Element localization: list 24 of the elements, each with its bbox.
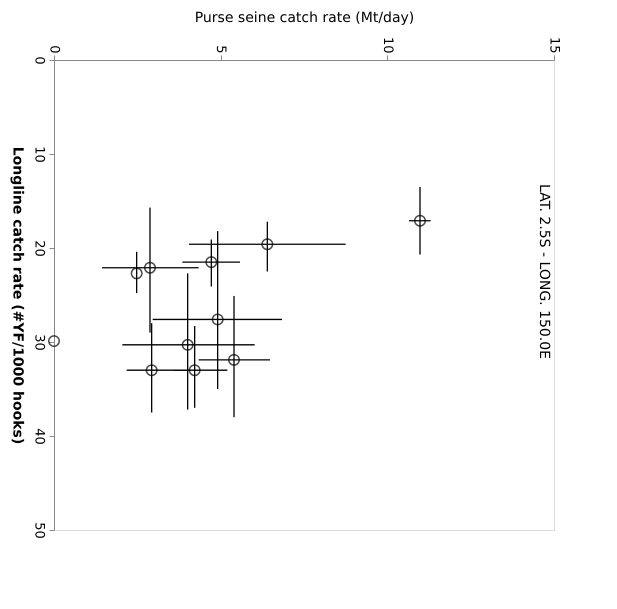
- point: [130, 267, 143, 280]
- y-tick-label: 30: [32, 334, 46, 351]
- point: [48, 335, 60, 348]
- y-tick-label: 20: [32, 240, 46, 257]
- x-axis-title: Purse seine catch rate (Mt/day): [194, 10, 414, 26]
- point: [414, 214, 426, 227]
- y-axis-title: Longline catch rate (#YF/1000 hooks): [10, 146, 26, 444]
- y-tick-label: 0: [32, 56, 46, 65]
- point: [228, 354, 240, 366]
- point: [212, 313, 224, 326]
- x-tick-label: 0: [46, 45, 62, 54]
- x-tick-label: 10: [380, 36, 395, 54]
- y-tick-label: 10: [32, 146, 46, 163]
- point: [188, 364, 201, 376]
- y-tick-label: 40: [32, 428, 46, 445]
- point: [205, 256, 218, 268]
- y-tick-label: 50: [32, 522, 46, 539]
- annotation: LAT. 2.5S - LONG. 150.0E: [536, 184, 552, 359]
- x-tick-label: 15: [546, 36, 562, 54]
- point: [182, 338, 194, 351]
- point: [261, 238, 274, 250]
- x-tick-label: 5: [213, 45, 228, 54]
- point: [146, 364, 158, 376]
- point: [144, 262, 156, 274]
